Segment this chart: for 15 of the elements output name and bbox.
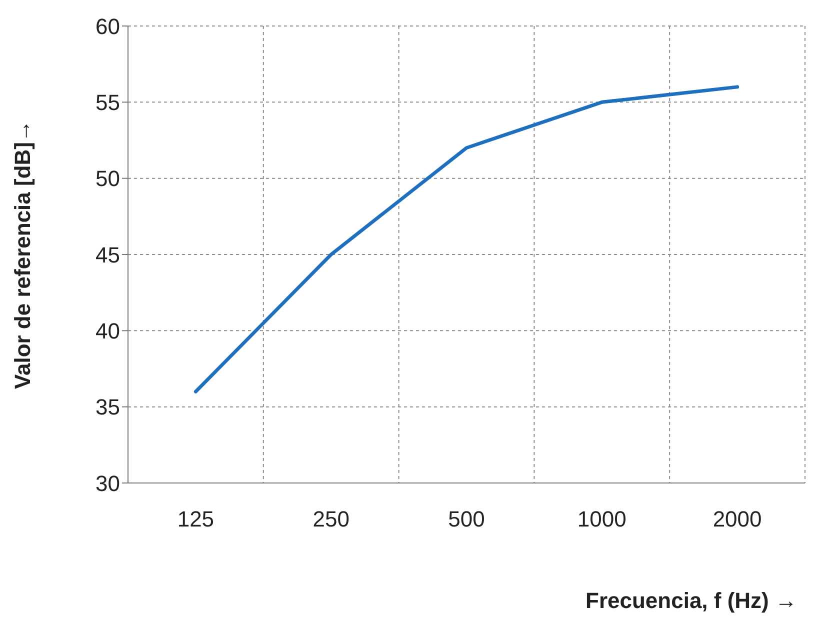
x-axis-title: Frecuencia, f (Hz) → bbox=[586, 588, 797, 613]
y-tick-label: 30 bbox=[96, 470, 120, 496]
x-tick-label: 2000 bbox=[712, 506, 762, 532]
y-tick-label: 60 bbox=[96, 14, 120, 39]
y-tick-label: 35 bbox=[96, 394, 120, 420]
x-tick-label: 1000 bbox=[577, 506, 626, 532]
line-series bbox=[194, 85, 740, 394]
x-tick-label: 250 bbox=[312, 506, 350, 532]
x-tick-label: 125 bbox=[177, 506, 214, 532]
y-tick-label: 50 bbox=[96, 166, 120, 192]
y-tick-label: 45 bbox=[96, 242, 120, 268]
x-tick-label: 500 bbox=[448, 506, 485, 532]
y-tick-label: 40 bbox=[96, 318, 120, 344]
y-tick-label: 55 bbox=[96, 90, 120, 115]
y-axis-title: Valor de referencia [dB]→ bbox=[10, 120, 35, 389]
